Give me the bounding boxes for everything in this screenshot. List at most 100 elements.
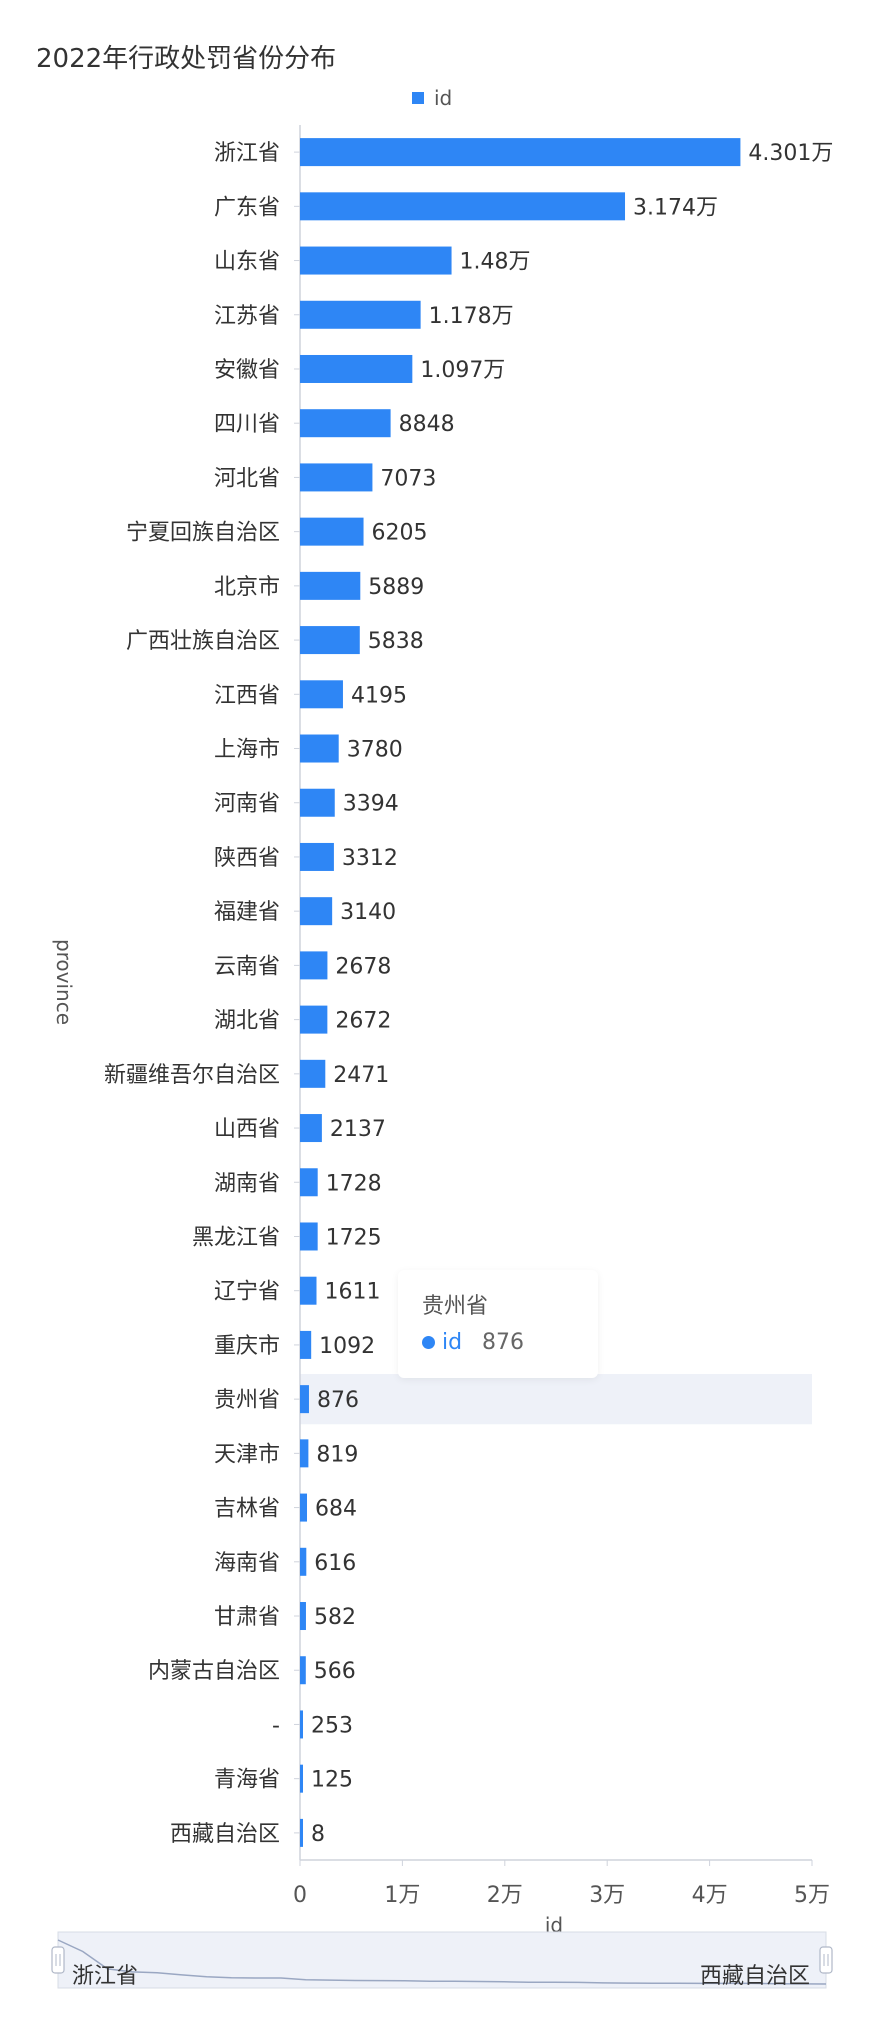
data-label: 582 <box>314 1605 356 1630</box>
y-tick-label: 安徽省 <box>214 358 280 383</box>
bar <box>300 1710 303 1739</box>
y-tick-label: 山西省 <box>214 1117 280 1142</box>
bar <box>300 300 421 329</box>
y-tick-label: 重庆市 <box>214 1334 280 1359</box>
y-tick-label: 上海市 <box>214 738 280 763</box>
y-tick-label: 吉林省 <box>214 1497 280 1522</box>
zoom-handle-end[interactable] <box>819 1946 833 1974</box>
y-tick-label: - <box>272 1713 280 1738</box>
bar <box>300 1168 318 1197</box>
bar <box>300 571 361 600</box>
data-label: 253 <box>311 1713 353 1738</box>
data-label: 8 <box>311 1822 325 1847</box>
bar <box>300 1276 317 1305</box>
zoom-handle-start[interactable] <box>51 1946 65 1974</box>
y-tick-label: 湖南省 <box>214 1171 280 1196</box>
data-label: 3780 <box>347 738 403 763</box>
data-label: 876 <box>317 1388 359 1413</box>
bar <box>300 1547 307 1576</box>
chart-title: 2022年行政处罚省份分布 <box>36 44 337 74</box>
bar <box>300 1005 328 1034</box>
y-tick-label: 辽宁省 <box>214 1280 280 1305</box>
data-label: 4.301万 <box>748 141 833 166</box>
data-label: 6205 <box>372 521 428 546</box>
bar <box>300 951 328 980</box>
x-axis-title: id <box>545 1913 563 1937</box>
y-tick-label: 福建省 <box>214 900 280 925</box>
y-tick-label: 广西壮族自治区 <box>126 629 280 654</box>
data-label: 4195 <box>351 683 407 708</box>
bar <box>300 1222 318 1251</box>
bar <box>300 354 413 383</box>
y-tick-label: 贵州省 <box>214 1388 280 1413</box>
bar <box>300 138 741 167</box>
tooltip-series-dot <box>422 1336 435 1349</box>
data-label: 3394 <box>343 792 399 817</box>
y-tick-label: 新疆维吾尔自治区 <box>104 1063 280 1088</box>
data-label: 3312 <box>342 846 398 871</box>
bar <box>300 680 343 709</box>
zoom-slider-track <box>57 1931 827 1989</box>
data-label: 1611 <box>324 1280 380 1305</box>
y-tick-label: 江苏省 <box>214 304 280 329</box>
bar <box>300 246 452 275</box>
y-tick-label: 四川省 <box>214 412 280 437</box>
tooltip-series-name: id <box>442 1330 463 1355</box>
y-tick-label: 河北省 <box>214 466 280 491</box>
bar <box>300 897 333 926</box>
y-tick-label: 黑龙江省 <box>192 1225 280 1250</box>
data-label: 5889 <box>368 575 424 600</box>
bar <box>300 1493 308 1522</box>
bar <box>300 1330 312 1359</box>
zoom-start-label: 浙江省 <box>72 1964 139 1989</box>
y-tick-label: 江西省 <box>214 683 280 708</box>
bar <box>300 1602 306 1631</box>
y-tick-label: 西藏自治区 <box>170 1822 280 1847</box>
y-tick-label: 云南省 <box>214 954 280 979</box>
tooltip-value: 876 <box>482 1330 524 1355</box>
data-label: 819 <box>316 1442 358 1467</box>
bar <box>300 1764 303 1793</box>
y-tick-label: 陕西省 <box>214 846 280 871</box>
data-label: 8848 <box>399 412 455 437</box>
y-tick-label: 北京市 <box>214 575 280 600</box>
data-label: 3.174万 <box>633 195 718 220</box>
y-tick-label: 甘肃省 <box>214 1605 280 1630</box>
y-tick-label: 天津市 <box>214 1442 280 1467</box>
tooltip-title: 贵州省 <box>422 1294 489 1319</box>
x-tick-label: 2万 <box>487 1883 523 1908</box>
y-tick-label: 内蒙古自治区 <box>148 1659 280 1684</box>
y-tick-label: 青海省 <box>214 1768 280 1793</box>
legend-item-id[interactable]: id <box>412 86 452 110</box>
bar <box>300 842 334 871</box>
x-tick-label: 1万 <box>384 1883 420 1908</box>
zoom-preview-line <box>57 1939 827 1985</box>
data-label: 2672 <box>335 1009 391 1034</box>
tooltip: 贵州省 id 876 <box>398 1270 598 1378</box>
data-label: 2678 <box>335 954 391 979</box>
bar <box>300 1114 322 1143</box>
bar <box>300 734 339 763</box>
data-label: 125 <box>311 1768 353 1793</box>
data-label: 1092 <box>319 1334 375 1359</box>
bar <box>300 192 626 221</box>
data-label: 1.48万 <box>460 250 531 275</box>
x-tick-label: 4万 <box>692 1883 728 1908</box>
bar <box>300 409 391 438</box>
y-tick-label: 浙江省 <box>214 141 280 166</box>
data-label: 3140 <box>340 900 396 925</box>
data-label: 1725 <box>326 1225 382 1250</box>
bar <box>300 1439 309 1468</box>
bar <box>300 788 335 817</box>
x-tick-label: 5万 <box>794 1883 830 1908</box>
bar <box>300 1818 303 1847</box>
bar <box>300 1385 309 1414</box>
legend-swatch <box>412 91 424 104</box>
y-tick-label: 宁夏回族自治区 <box>126 521 280 546</box>
x-tick-label: 0 <box>293 1883 307 1908</box>
bar <box>300 1059 326 1088</box>
data-label: 1.178万 <box>429 304 514 329</box>
data-label: 2137 <box>330 1117 386 1142</box>
data-label: 2471 <box>333 1063 389 1088</box>
